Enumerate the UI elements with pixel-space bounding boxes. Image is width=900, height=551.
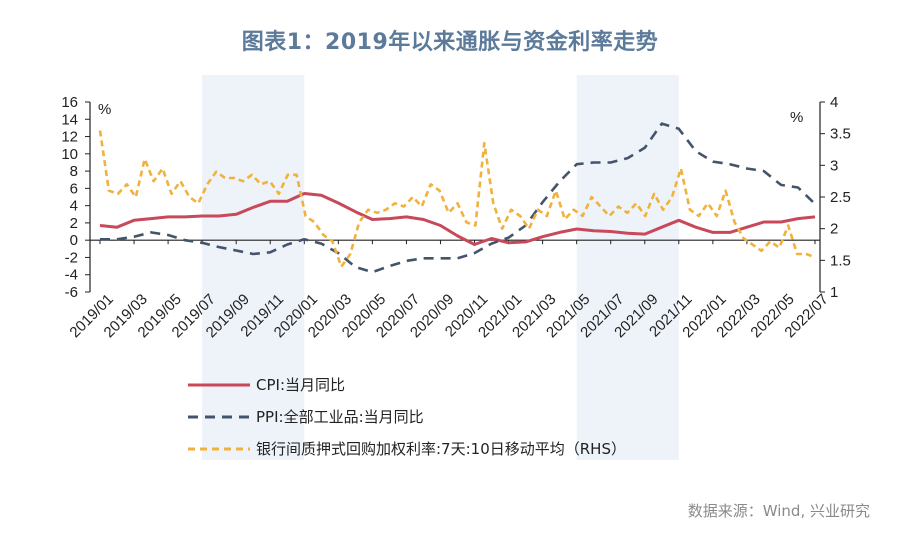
right-tick-label: 3.5 <box>830 126 851 143</box>
right-tick-label: 2.5 <box>830 189 851 206</box>
series-line-3 <box>98 130 816 269</box>
series-lines <box>98 122 816 274</box>
right-tick-label: 1.5 <box>830 252 851 269</box>
left-tick-label: 10 <box>61 146 78 163</box>
shaded-periods <box>202 75 679 460</box>
series-line-1 <box>99 192 816 246</box>
right-tick-label: 2 <box>830 221 838 238</box>
source-note: 数据来源：Wind, 兴业研究 <box>687 502 870 520</box>
left-tick-label: -6 <box>65 284 78 301</box>
left-tick-label: -4 <box>65 267 78 284</box>
left-tick-label: 2 <box>70 215 78 232</box>
legend-label-2: PPI:全部工业品:当月同比 <box>256 408 424 426</box>
left-tick-label: 12 <box>61 129 78 146</box>
left-axis-unit: % <box>98 101 111 118</box>
left-tick-label: 16 <box>61 94 78 111</box>
left-tick-label: 6 <box>70 180 78 197</box>
right-tick-label: 1 <box>830 284 838 301</box>
left-tick-label: -2 <box>65 249 78 266</box>
legend: CPI:当月同比 PPI:全部工业品:当月同比银行间质押式回购加权利率:7天:10… <box>188 376 626 458</box>
shaded-period-2 <box>576 75 679 460</box>
left-tick-label: 8 <box>70 163 78 180</box>
left-tick-label: 4 <box>70 198 78 215</box>
shaded-period-1 <box>202 75 305 460</box>
right-axis-unit: % <box>790 109 803 126</box>
right-tick-label: 3 <box>830 157 838 174</box>
left-tick-label: 0 <box>70 232 78 249</box>
legend-label-1: CPI:当月同比 <box>256 376 345 394</box>
left-tick-label: 14 <box>61 111 78 128</box>
chart-title: 图表1：2019年以来通胀与资金利率走势 <box>241 30 659 55</box>
legend-label-3: 银行间质押式回购加权利率:7天:10日移动平均（RHS） <box>256 440 626 458</box>
right-tick-label: 4 <box>830 94 838 111</box>
series-line-2 <box>100 122 816 274</box>
